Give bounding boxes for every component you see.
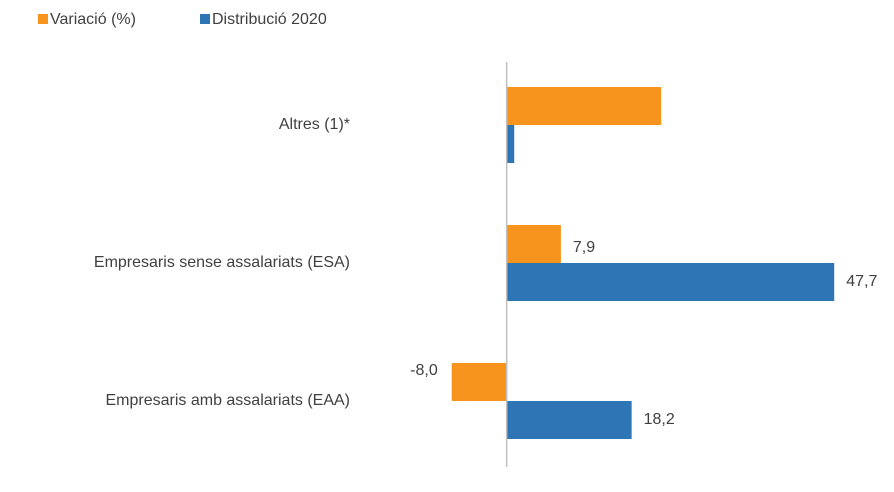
legend-label: Distribució 2020	[212, 11, 327, 28]
bar	[506, 87, 662, 125]
legend-label: Variació (%)	[50, 11, 136, 28]
bar	[506, 263, 835, 301]
legend-swatch	[38, 14, 48, 24]
bar	[506, 225, 561, 263]
bar	[506, 401, 632, 439]
data-label: 7,9	[573, 239, 595, 256]
bar	[506, 125, 515, 163]
data-label: 18,2	[644, 411, 675, 428]
y-tick-label: Altres (1)*	[279, 116, 350, 133]
y-tick-label: Empresaris amb assalariats (EAA)	[105, 392, 350, 409]
bar	[451, 363, 507, 401]
legend-swatch	[200, 14, 210, 24]
data-label: -8,0	[410, 362, 438, 379]
data-label: 47,7	[846, 273, 877, 290]
y-tick-label: Empresaris sense assalariats (ESA)	[94, 254, 350, 271]
